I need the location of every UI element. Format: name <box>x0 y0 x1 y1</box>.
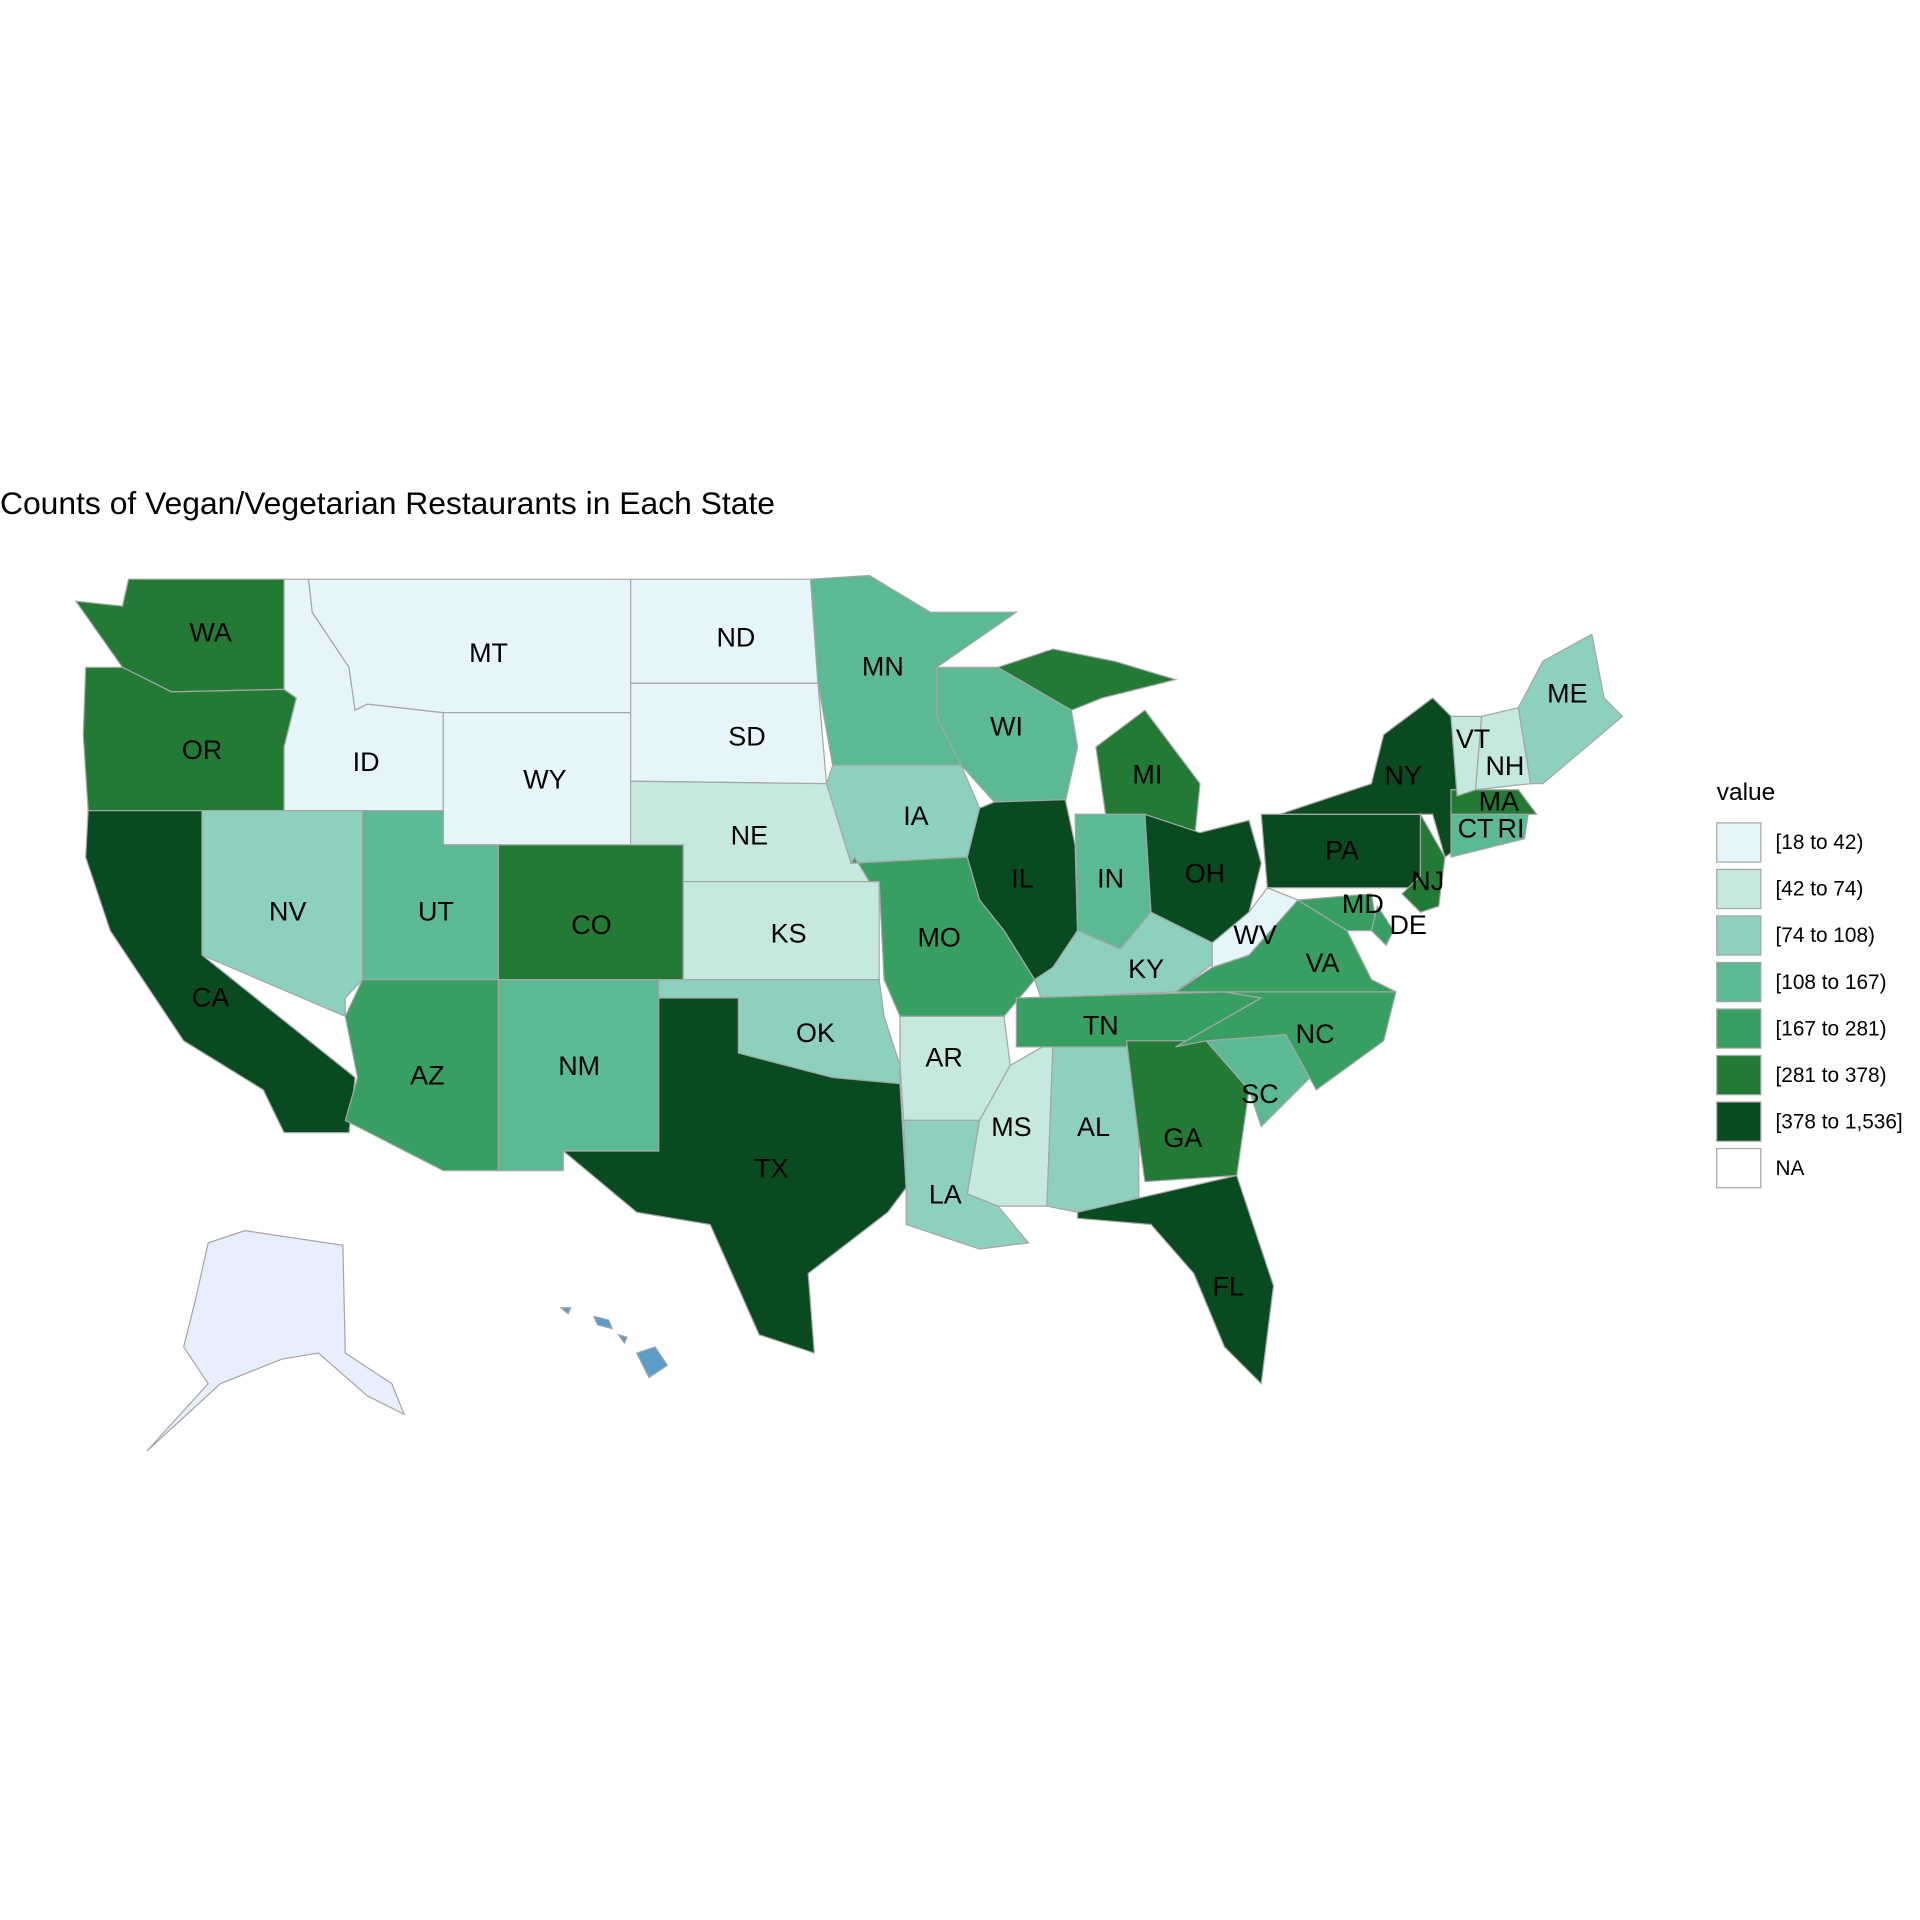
legend-key <box>1716 822 1762 863</box>
state-shape <box>1076 1174 1275 1385</box>
state-label: NC <box>1296 1019 1335 1049</box>
state-label: AZ <box>410 1061 444 1091</box>
state-label: SD <box>728 721 765 751</box>
legend-label: [18 to 42) <box>1776 831 1864 854</box>
region-shape <box>559 1307 572 1315</box>
state-label: ME <box>1547 679 1587 709</box>
state-label: WA <box>189 617 231 647</box>
state-label: NH <box>1485 751 1524 781</box>
legend-title: value <box>1717 779 1776 806</box>
state-label: LA <box>929 1179 962 1209</box>
state-label: MA <box>1479 786 1519 816</box>
state-label: CO <box>571 910 611 940</box>
state-label: RI <box>1498 813 1525 843</box>
state-label: OH <box>1185 859 1225 889</box>
legend-label: [42 to 74) <box>1776 878 1864 901</box>
region-shape <box>616 1333 628 1345</box>
state-label: TX <box>754 1154 788 1184</box>
legend-label: [74 to 108) <box>1776 924 1875 947</box>
state-shape <box>1175 991 1397 1091</box>
legend-key <box>1716 1054 1762 1096</box>
state-label: IA <box>903 801 928 831</box>
state-label: NV <box>269 897 306 927</box>
state-label: VT <box>1456 724 1490 754</box>
state-label: FL <box>1212 1271 1243 1301</box>
region-shape <box>146 1229 406 1452</box>
state-label: NY <box>1385 761 1422 791</box>
state-label: NE <box>731 821 768 851</box>
state-label: UT <box>418 897 454 927</box>
state-label: MD <box>1342 889 1384 919</box>
state-shape <box>1517 633 1624 785</box>
state-label: CT <box>1458 813 1494 843</box>
legend-label: [281 to 378) <box>1776 1064 1887 1087</box>
legend-key <box>1716 1101 1762 1142</box>
legend-key <box>1716 1008 1762 1049</box>
state-label: WI <box>990 712 1023 742</box>
state-label: OK <box>796 1018 835 1048</box>
map-title: Counts of Vegan/Vegetarian Restaurants i… <box>0 485 775 521</box>
state-label: IL <box>1011 864 1033 894</box>
state-label: MT <box>469 638 508 668</box>
state-label: MN <box>862 652 904 682</box>
state-label: AL <box>1077 1112 1110 1142</box>
state-label: VA <box>1305 948 1339 978</box>
state-shape <box>1370 904 1395 947</box>
state-label: ID <box>353 747 380 777</box>
state-label: NJ <box>1411 866 1444 896</box>
legend-key <box>1716 1147 1762 1189</box>
state-label: TN <box>1083 1010 1119 1040</box>
legend-key <box>1716 961 1762 1003</box>
state-label: MI <box>1132 759 1162 789</box>
state-label: KY <box>1128 954 1164 984</box>
state-label: AR <box>925 1042 962 1072</box>
state-label: KS <box>771 919 807 949</box>
state-label: NM <box>558 1051 600 1081</box>
state-label: PA <box>1325 835 1359 865</box>
state-shape <box>996 648 1178 711</box>
legend-key <box>1716 868 1762 910</box>
state-shape <box>561 997 907 1354</box>
state-label: SC <box>1241 1079 1278 1109</box>
region-shape <box>592 1315 614 1330</box>
state-label: IN <box>1097 864 1124 894</box>
state-label: CA <box>192 982 229 1012</box>
state-label: DE <box>1389 910 1426 940</box>
legend-label: [378 to 1,536] <box>1776 1110 1903 1133</box>
state-label: GA <box>1163 1123 1202 1153</box>
legend-label: [167 to 281) <box>1776 1017 1887 1040</box>
region-shape <box>635 1346 669 1379</box>
legend-label: NA <box>1776 1157 1805 1180</box>
states <box>74 574 1624 1452</box>
legend-key <box>1716 915 1762 956</box>
state-label: WV <box>1233 920 1276 950</box>
state-shape <box>1450 789 1538 815</box>
state-label: MO <box>917 922 960 952</box>
state-label: MS <box>991 1112 1031 1142</box>
state-label: OR <box>182 735 222 765</box>
state-label: ND <box>716 622 755 652</box>
state-label: WY <box>523 764 566 794</box>
state-shape <box>1401 811 1446 913</box>
legend-label: [108 to 167) <box>1776 971 1887 994</box>
